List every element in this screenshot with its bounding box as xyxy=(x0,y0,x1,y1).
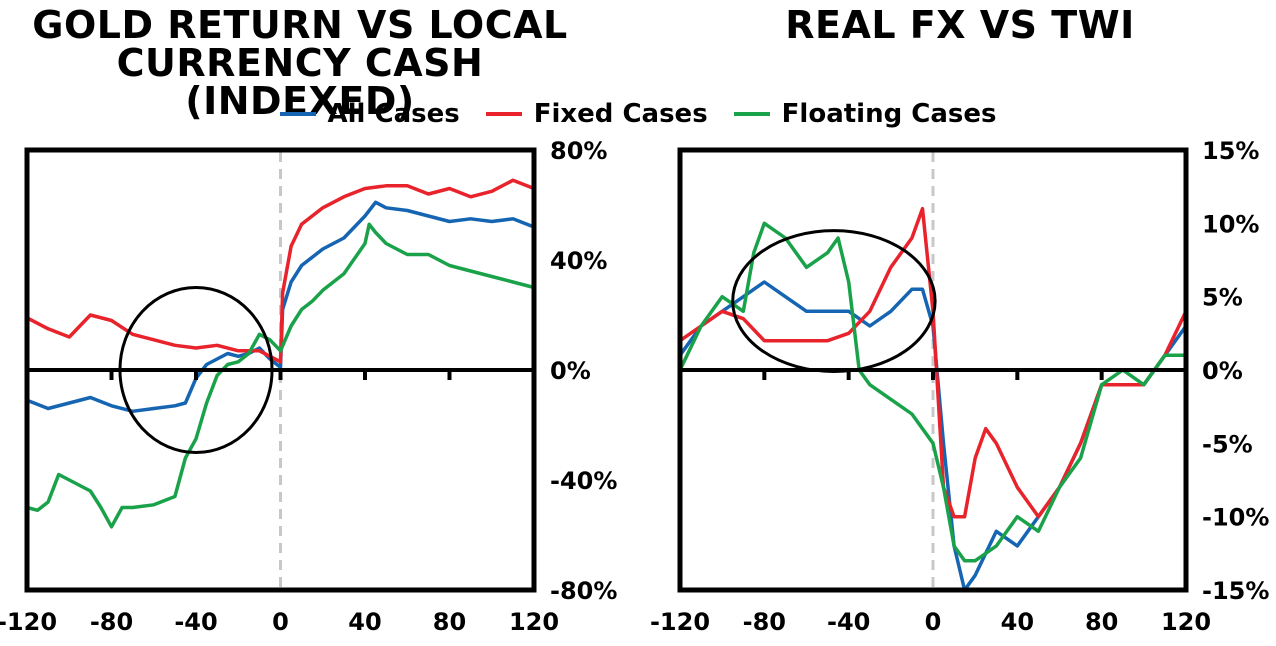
left-chart-x-tick-label: -40 xyxy=(174,608,217,636)
left-chart-x-tick-label: -120 xyxy=(0,608,57,636)
right-chart-y-tick-label: -10% xyxy=(1202,504,1269,532)
right-chart-series-floating xyxy=(678,221,1188,563)
left-chart-y-tick-label: -80% xyxy=(550,577,617,605)
left-chart-y-tick-label: 0% xyxy=(550,357,591,385)
right-chart-y-tick-label: -15% xyxy=(1202,577,1269,605)
chart-title-left-line-1: GOLD RETURN VS LOCAL xyxy=(32,3,568,47)
right-chart-y-tick-label: 5% xyxy=(1202,284,1243,312)
legend-item-all: All Cases xyxy=(279,99,460,129)
right-chart-x-tick-label: -40 xyxy=(827,608,870,636)
right-chart-x-tick-label: 40 xyxy=(1001,608,1034,636)
right-chart-y-tick-label: -5% xyxy=(1202,430,1253,458)
left-chart-frame xyxy=(24,147,537,593)
left-chart-series-all xyxy=(25,200,536,414)
left-chart-series-fixed xyxy=(25,178,536,364)
legend-label-all: All Cases xyxy=(327,99,460,129)
left-chart-x-tick-label: 0 xyxy=(272,608,289,636)
left-chart-x-tick-label: 40 xyxy=(348,608,381,636)
right-chart-highlight-ellipse xyxy=(731,229,937,373)
chart-title-right: REAL FX VS TWI xyxy=(785,3,1135,47)
right-chart-x-tick-label: 0 xyxy=(925,608,942,636)
left-chart-highlight-ellipse xyxy=(118,286,274,454)
right-chart-y-tick-label: 15% xyxy=(1202,137,1259,165)
right-chart-y-tick-label: 10% xyxy=(1202,210,1259,238)
chart-title-left-line-2: CURRENCY CASH (INDEXED) xyxy=(116,41,484,123)
legend-item-fixed: Fixed Cases xyxy=(485,99,708,129)
left-chart-series-floating xyxy=(25,222,536,529)
left-chart-y-tick-label: 40% xyxy=(550,247,607,275)
left-chart-x-tick-label: 80 xyxy=(433,608,466,636)
legend: All Cases Fixed Cases Floating Cases xyxy=(0,96,1276,132)
left-chart-y-tick-label: -40% xyxy=(550,467,617,495)
right-chart-x-tick-label: -120 xyxy=(650,608,710,636)
legend-item-floating: Floating Cases xyxy=(733,99,997,129)
right-chart-x-tick-label: 80 xyxy=(1085,608,1118,636)
right-chart-x-tick-label: 120 xyxy=(1161,608,1211,636)
legend-swatch-fixed xyxy=(485,112,522,116)
left-chart-x-tick-label: 120 xyxy=(509,608,559,636)
legend-label-fixed: Fixed Cases xyxy=(533,99,708,129)
right-chart-frame xyxy=(677,147,1189,593)
left-chart-x-tick-label: -80 xyxy=(90,608,133,636)
right-chart-x-tick-label: -80 xyxy=(743,608,786,636)
legend-label-floating: Floating Cases xyxy=(781,99,997,129)
legend-swatch-all xyxy=(279,112,316,116)
legend-swatch-floating xyxy=(733,112,770,116)
right-chart-y-tick-label: 0% xyxy=(1202,357,1243,385)
chart-title-left: GOLD RETURN VS LOCAL CURRENCY CASH (INDE… xyxy=(10,6,590,120)
left-chart-y-tick-label: 80% xyxy=(550,137,607,165)
